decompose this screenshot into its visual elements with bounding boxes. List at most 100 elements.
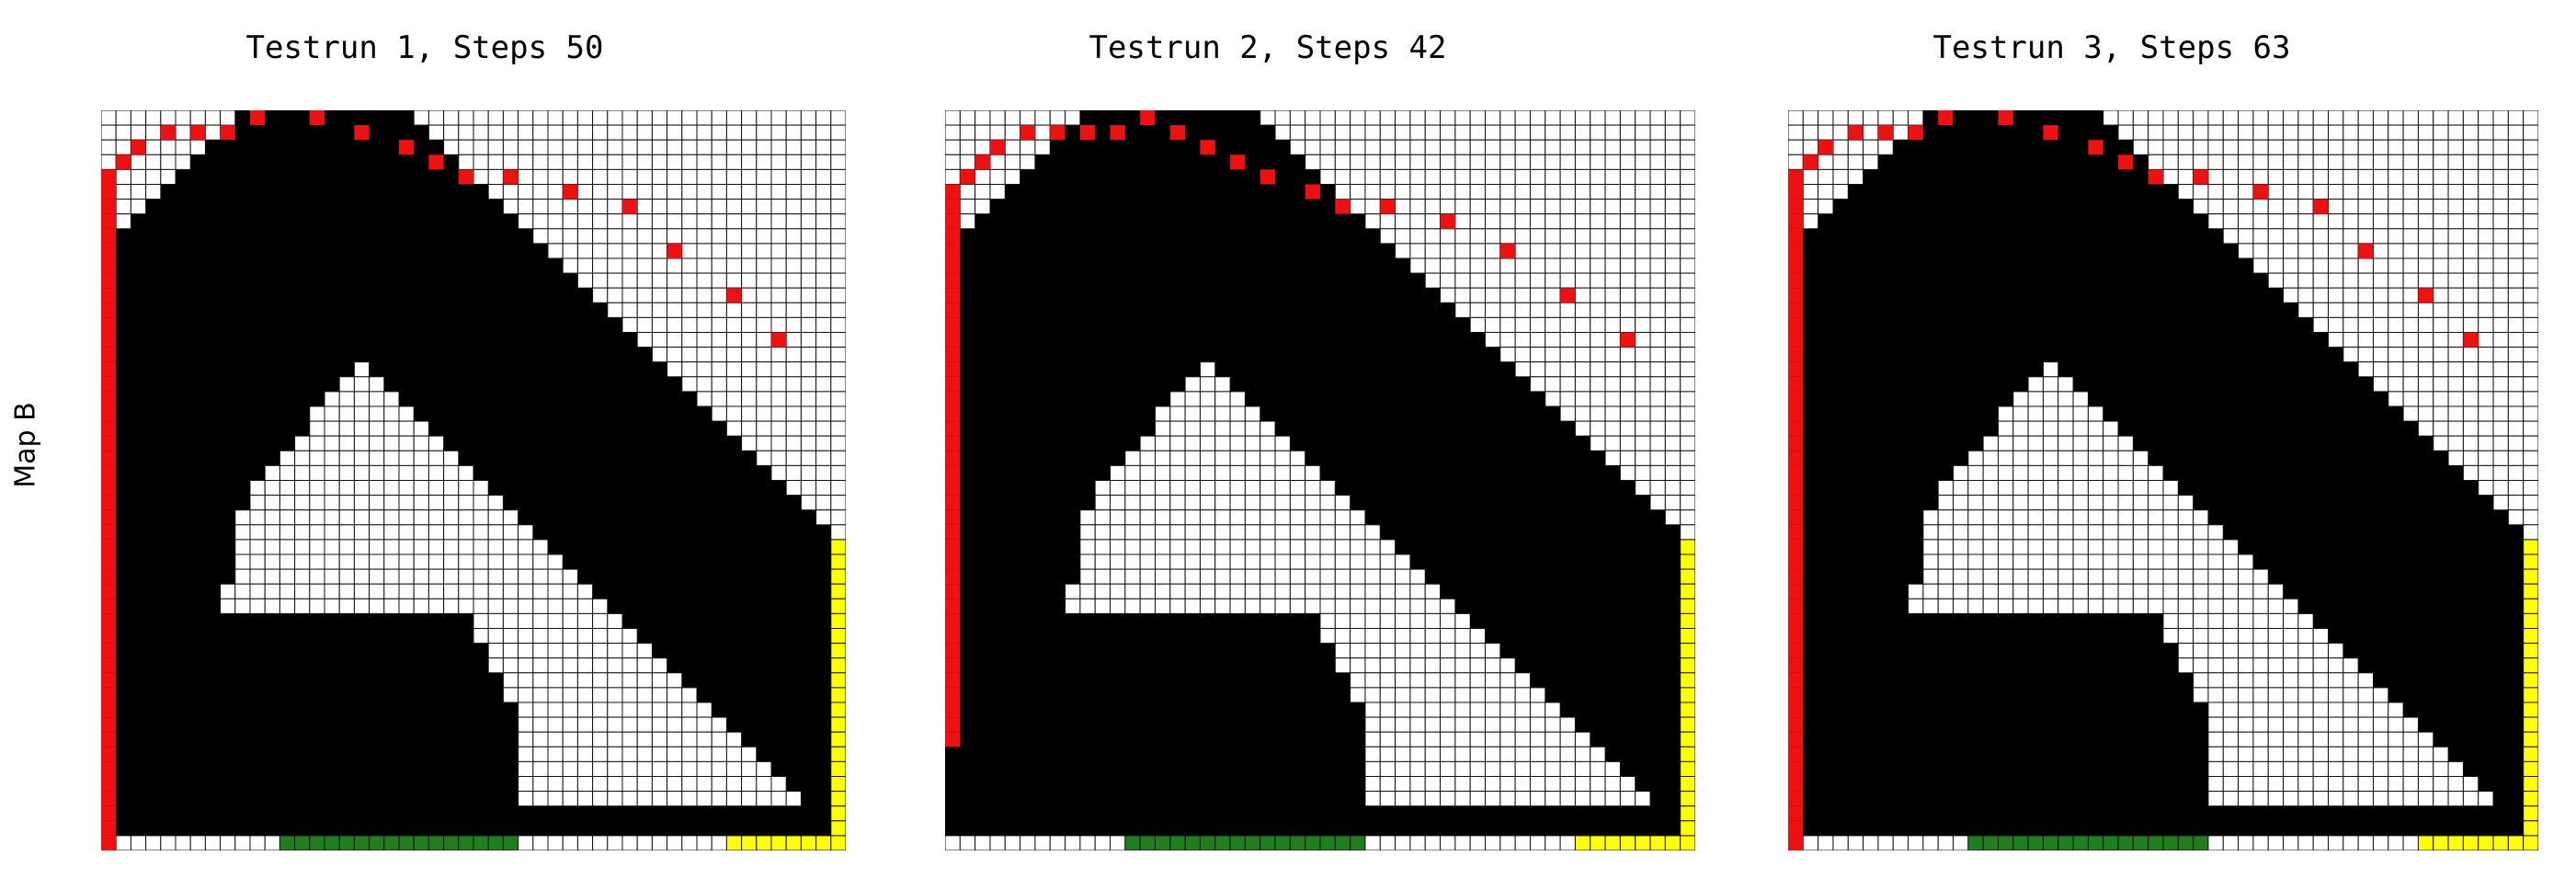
- map-cell-free: [667, 672, 683, 689]
- map-cell-free: [2222, 687, 2240, 703]
- map-cell-free: [1440, 612, 1456, 630]
- map-cell-free: [1244, 524, 1261, 541]
- map-cell-free: [353, 405, 370, 422]
- map-cell-free: [130, 168, 147, 186]
- map-cell-free: [2388, 228, 2404, 245]
- map-cell-free: [1544, 361, 1561, 378]
- map-cell-free: [1544, 139, 1561, 155]
- path-cell: [622, 199, 638, 214]
- map-cell-free: [2057, 583, 2074, 599]
- map-cell-free: [562, 199, 578, 215]
- map-cell-free: [1364, 199, 1381, 215]
- map-cell-free: [2402, 213, 2419, 230]
- map-cell-free: [1124, 598, 1141, 614]
- map-cell-free: [1953, 568, 1969, 585]
- map-cell-free: [2492, 154, 2509, 170]
- map-cell-free: [175, 124, 191, 141]
- map-cell-free: [2433, 435, 2449, 451]
- map-cell-free: [636, 316, 653, 333]
- path-cell: [101, 480, 117, 496]
- map-cell-free: [1680, 110, 1695, 126]
- map-cell-free: [681, 124, 698, 141]
- map-cell-free: [800, 332, 817, 348]
- map-cell-free: [1529, 184, 1546, 200]
- map-cell-free: [1454, 628, 1471, 645]
- map-cell-free: [2283, 687, 2299, 703]
- map-cell-free: [2042, 420, 2059, 437]
- map-cell-free: [1319, 124, 1336, 141]
- map-cell-free: [1334, 154, 1351, 170]
- map-cell-free: [2462, 139, 2479, 155]
- map-cell-free: [1274, 524, 1291, 541]
- map-cell-free: [2042, 464, 2059, 481]
- map-cell-free: [1139, 435, 1156, 451]
- map-cell-goal: [830, 776, 846, 793]
- map-cell-free: [1065, 598, 1081, 614]
- map-cell-start: [1199, 835, 1216, 850]
- map-cell-free: [1214, 450, 1231, 466]
- map-cell-free: [696, 716, 712, 733]
- map-cell-free: [2283, 643, 2299, 659]
- map-cell-free: [1635, 302, 1651, 318]
- map-cell-free: [2132, 139, 2149, 155]
- map-cell-free: [1619, 110, 1636, 126]
- map-cell-free: [2388, 243, 2404, 259]
- map-cell-free: [2027, 598, 2044, 614]
- map-cell-goal: [800, 835, 817, 850]
- map-cell-free: [487, 495, 504, 511]
- map-cell-free: [2222, 124, 2240, 141]
- map-cell-free: [770, 124, 787, 141]
- map-cell-free: [2162, 495, 2179, 511]
- map-cell-free: [1499, 287, 1516, 303]
- path-cell: [428, 154, 444, 170]
- map-cell-free: [576, 672, 594, 689]
- map-cell-free: [1184, 568, 1201, 585]
- map-cell-free: [309, 524, 325, 541]
- map-cell-free: [1409, 776, 1426, 793]
- map-cell-free: [1922, 835, 1939, 850]
- map-cell-free: [518, 672, 534, 689]
- map-cell-free: [1094, 480, 1111, 496]
- map-cell-free: [115, 835, 131, 850]
- map-cell-free: [1139, 450, 1156, 466]
- map-cell-free: [1619, 272, 1636, 289]
- map-cell-free: [2012, 464, 2029, 481]
- map-cell-free: [2402, 716, 2419, 733]
- map-cell-start: [1305, 835, 1321, 850]
- map-cell-free: [2297, 124, 2314, 141]
- map-cell-free: [2297, 776, 2314, 793]
- map-cell-free: [2238, 199, 2254, 215]
- map-cell-free: [1004, 139, 1021, 155]
- map-cell-free: [592, 154, 609, 170]
- map-cell-free: [2342, 657, 2359, 674]
- map-cell-free: [1485, 657, 1501, 674]
- map-cell-free: [1937, 495, 1955, 511]
- map-cell-free: [2433, 746, 2449, 762]
- map-cell-free: [2117, 464, 2134, 481]
- map-cell-free: [1499, 760, 1516, 778]
- map-cell-free: [2252, 124, 2269, 141]
- path-cell: [1788, 317, 1804, 333]
- map-cell-free: [830, 376, 846, 393]
- map-cell-free: [815, 405, 832, 422]
- map-cell-free: [1635, 139, 1651, 155]
- map-cell-free: [309, 509, 325, 526]
- map-cell-free: [681, 168, 698, 186]
- map-cell-free: [1635, 376, 1651, 393]
- map-cell-free: [1184, 420, 1201, 437]
- path-cell: [945, 599, 961, 614]
- map-cell-free: [1395, 184, 1411, 200]
- map-cell-free: [725, 302, 743, 318]
- map-cell-free: [1664, 257, 1681, 274]
- map-cell-free: [1364, 731, 1381, 747]
- map-cell-free: [1485, 199, 1501, 215]
- map-cell-free: [1544, 776, 1561, 793]
- map-cell-free: [1184, 450, 1201, 466]
- path-cell: [2193, 169, 2208, 185]
- map-cell-free: [130, 124, 147, 141]
- path-cell: [1788, 672, 1804, 688]
- map-cell-free: [607, 791, 623, 807]
- map-cell-free: [681, 184, 698, 200]
- map-cell-free: [2372, 746, 2389, 762]
- map-cell-free: [2162, 124, 2179, 141]
